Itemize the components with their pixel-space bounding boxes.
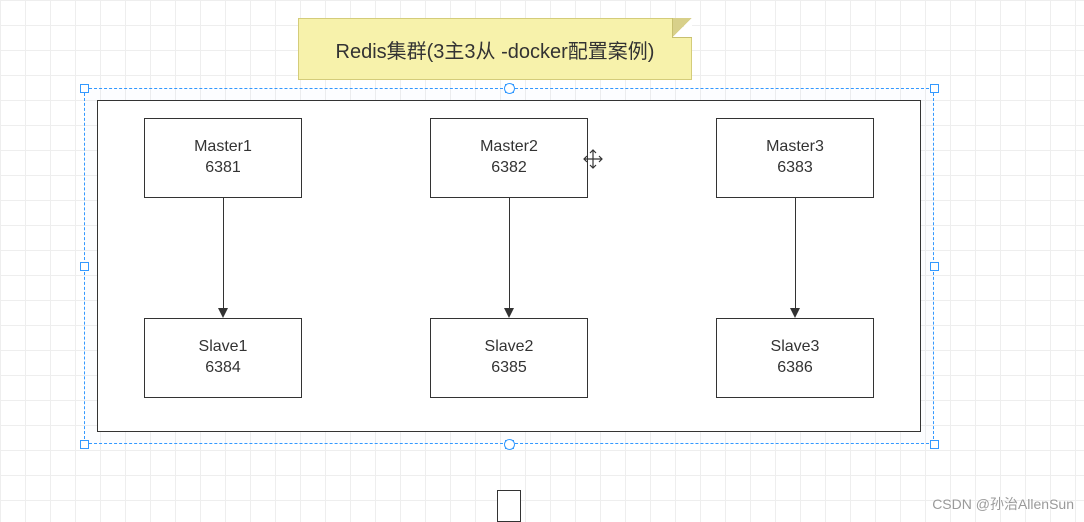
- connector-handle[interactable]: [504, 83, 515, 94]
- node-port: 6383: [777, 158, 813, 179]
- watermark-text: CSDN @孙治AllenSun: [932, 494, 1074, 514]
- note-fold-corner: [672, 18, 692, 38]
- partial-shape-stub[interactable]: [497, 490, 521, 522]
- node-port: 6385: [491, 358, 527, 379]
- node-label: Slave3: [771, 337, 820, 358]
- node-port: 6386: [777, 358, 813, 379]
- node-port: 6382: [491, 158, 527, 179]
- node-port: 6381: [205, 158, 241, 179]
- node-label: Slave2: [485, 337, 534, 358]
- node-label: Slave1: [199, 337, 248, 358]
- selection-handle[interactable]: [80, 440, 89, 449]
- node-label: Master2: [480, 137, 538, 158]
- node-slave3[interactable]: Slave36386: [716, 318, 874, 398]
- selection-handle[interactable]: [930, 84, 939, 93]
- edge-master2-slave2: [509, 198, 510, 309]
- title-note[interactable]: Redis集群(3主3从 -docker配置案例): [298, 18, 692, 80]
- node-slave2[interactable]: Slave26385: [430, 318, 588, 398]
- selection-handle[interactable]: [930, 262, 939, 271]
- node-label: Master3: [766, 137, 824, 158]
- selection-handle[interactable]: [80, 84, 89, 93]
- selection-handle[interactable]: [80, 262, 89, 271]
- edge-master1-slave1: [223, 198, 224, 309]
- arrowhead-icon: [790, 308, 800, 318]
- node-label: Master1: [194, 137, 252, 158]
- node-master1[interactable]: Master16381: [144, 118, 302, 198]
- arrowhead-icon: [504, 308, 514, 318]
- node-port: 6384: [205, 358, 241, 379]
- node-master3[interactable]: Master36383: [716, 118, 874, 198]
- arrowhead-icon: [218, 308, 228, 318]
- edge-master3-slave3: [795, 198, 796, 309]
- node-slave1[interactable]: Slave16384: [144, 318, 302, 398]
- title-text: Redis集群(3主3从 -docker配置案例): [336, 35, 655, 64]
- node-master2[interactable]: Master26382: [430, 118, 588, 198]
- selection-handle[interactable]: [930, 440, 939, 449]
- connector-handle[interactable]: [504, 439, 515, 450]
